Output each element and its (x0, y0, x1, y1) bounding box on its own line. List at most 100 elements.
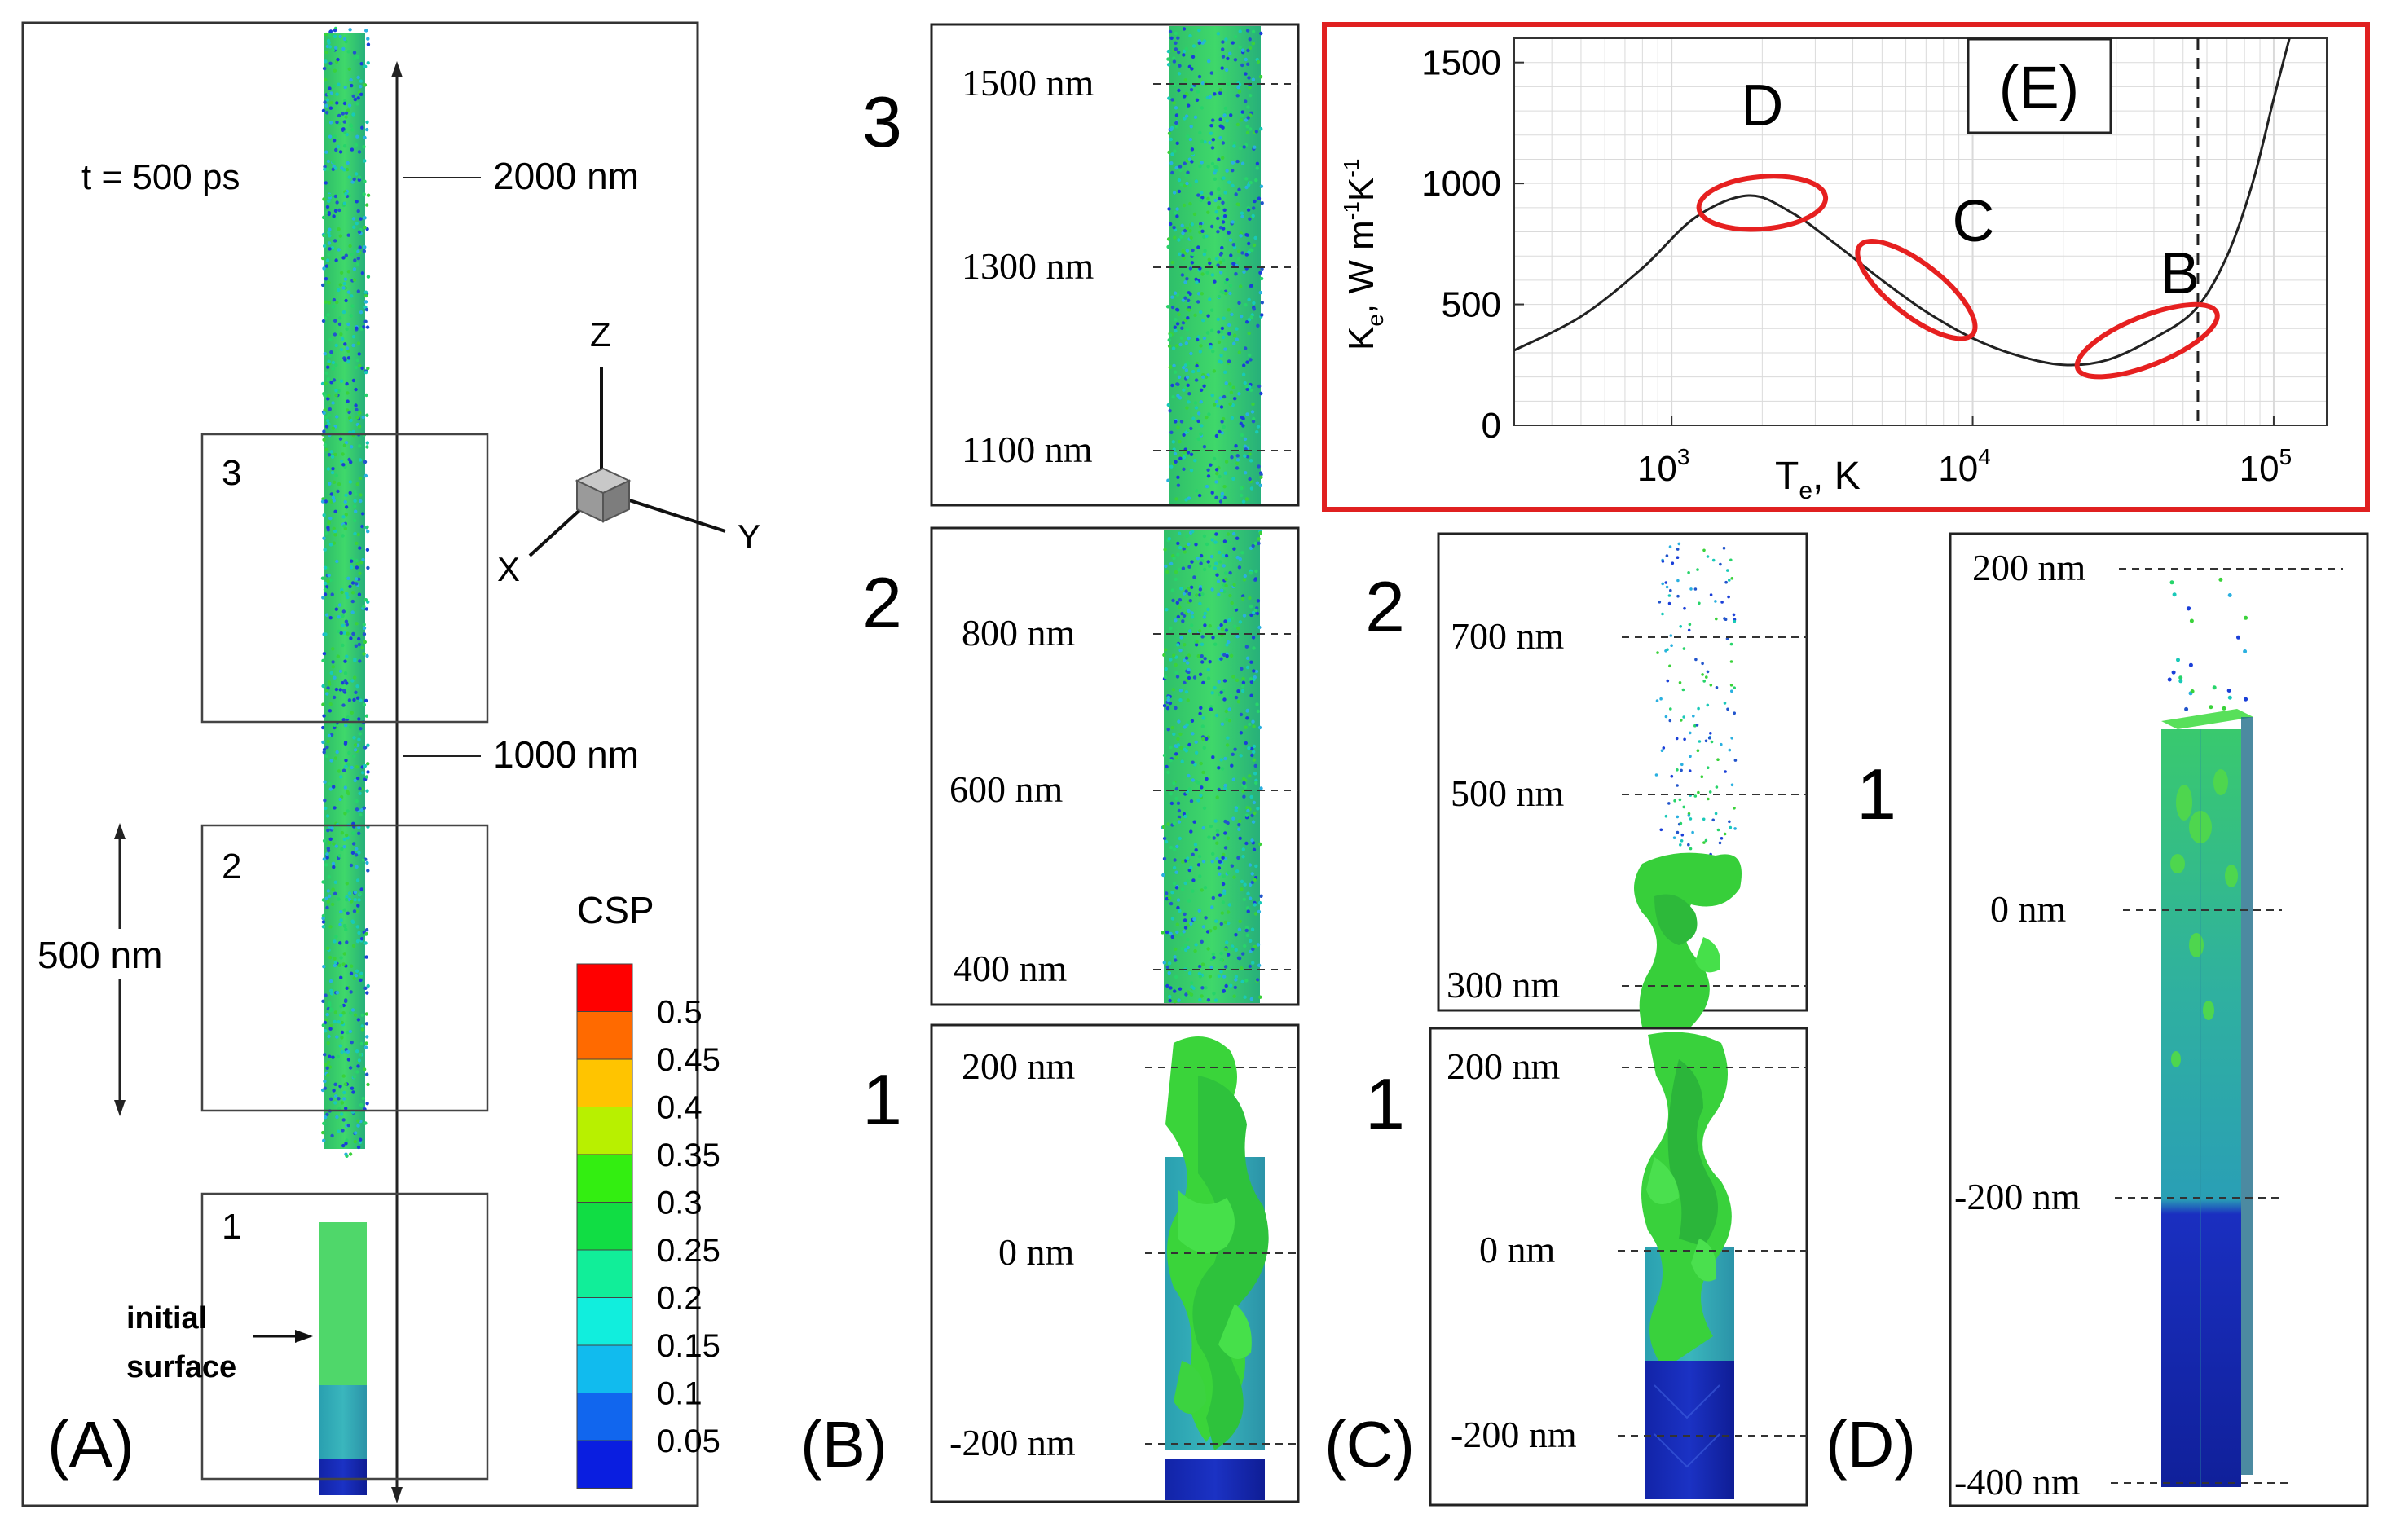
d-tick-minus400: -400 nm (1954, 1461, 2081, 1503)
scale-500-label: 500 nm (37, 934, 162, 976)
d-solid-column (2161, 709, 2253, 1487)
legend-title: CSP (577, 889, 654, 931)
chart-xlabel: Te, K (1775, 455, 1861, 504)
highlight-label-c: C (1952, 189, 1994, 254)
highlight-ellipse-b (2074, 301, 2220, 380)
x-tick-label: 103 (1637, 444, 1690, 489)
box-3-label: 3 (222, 453, 241, 493)
y-tick-label: 500 (1442, 285, 1501, 325)
colorbar-segment (576, 1058, 633, 1107)
panel-d: 200 nm 0 nm -200 nm -400 nm 1 (D) (1826, 532, 2369, 1507)
b3-tick-1500: 1500 nm (962, 62, 1094, 103)
colorbar-segment (576, 1202, 633, 1251)
b1-tick-200: 200 nm (962, 1045, 1076, 1087)
csp-colorbar (576, 963, 633, 1489)
b2-tick-600: 600 nm (949, 768, 1064, 810)
b2-tick-400: 400 nm (954, 948, 1068, 989)
b-window-2-number: 2 (862, 562, 902, 643)
initial-surface-label-1: initial (126, 1301, 207, 1335)
b3-tick-1300: 1300 nm (962, 245, 1094, 287)
b1-foam (1165, 1036, 1269, 1500)
colorbar-tick-label: 0.45 (657, 1042, 720, 1078)
d-window-number: 1 (1856, 754, 1896, 834)
c2-tick-300: 300 nm (1447, 964, 1561, 1005)
colorbar-tick-label: 0.15 (657, 1328, 720, 1364)
b3-atom-dots (1165, 27, 1265, 504)
b2-tick-800: 800 nm (962, 612, 1076, 653)
c-window-2-number: 2 (1365, 566, 1405, 647)
b3-column (1169, 26, 1261, 504)
colorbar-tick-label: 0.3 (657, 1186, 703, 1221)
colorbar-tick-label: 0.2 (657, 1281, 703, 1317)
box-1-label: 1 (222, 1207, 241, 1247)
colorbar-segment (576, 1440, 633, 1489)
colorbar-tick-label: 0.5 (657, 995, 703, 1031)
colorbar-tick-label: 0.4 (657, 1090, 703, 1126)
colorbar-segment (576, 1107, 633, 1155)
y-tick-label: 0 (1482, 406, 1501, 446)
c2-tick-700: 700 nm (1451, 615, 1565, 657)
initial-surface-label-2: surface (126, 1350, 236, 1384)
c-window-1-number: 1 (1365, 1063, 1405, 1144)
b1-tick-0: 0 nm (998, 1231, 1075, 1273)
d-tick-200: 200 nm (1972, 547, 2086, 588)
panel-a-box-1 (200, 1192, 489, 1481)
highlight-label-d: D (1741, 73, 1783, 139)
y-tick-label: 1000 (1421, 164, 1501, 204)
panel-a-box-3 (200, 433, 489, 724)
chart-title: (E) (1999, 54, 2080, 121)
x-tick-label: 105 (2240, 444, 2292, 489)
colorbar-tick-label: 0.1 (657, 1376, 703, 1412)
colorbar-segment (576, 1249, 633, 1298)
axis-x-label: X (497, 550, 520, 588)
c1-tick-0: 0 nm (1479, 1229, 1556, 1270)
y-tick-label: 1500 (1421, 43, 1501, 83)
scale-1000-label: 1000 nm (493, 733, 639, 776)
panel-c: 700 nm 500 nm 300 nm 200 nm 0 nm -200 nm… (1324, 532, 1808, 1507)
colorbar-segment (576, 963, 633, 1012)
chart-ticks: 0 500 1000 1500 103 104 105 (1421, 43, 2292, 489)
highlight-ellipse-d (1696, 174, 1829, 232)
highlight-ellipse-c (1855, 238, 1978, 341)
b1-tick-minus200: -200 nm (949, 1422, 1076, 1463)
c2-tick-500: 500 nm (1451, 772, 1565, 814)
panel-a-atom-dots (320, 26, 371, 1159)
b-window-3-number: 3 (862, 81, 902, 162)
panel-b: 1500 nm 1300 nm 1100 nm 800 nm 600 nm 40… (800, 23, 1300, 1503)
colorbar-segment (576, 1297, 633, 1346)
colorbar-segment (576, 1154, 633, 1203)
csp-colorbar-labels: 0.5 0.45 0.4 0.35 0.3 0.25 0.2 0.15 0.1 0.05 (657, 995, 720, 1460)
colorbar-segment (576, 1011, 633, 1060)
chart-highlights: D C B (1696, 73, 2220, 380)
b-window-1-number: 1 (862, 1059, 902, 1140)
colorbar-tick-label: 0.25 (657, 1233, 720, 1269)
c1-foam (1641, 1032, 1734, 1499)
axes-triad: Z X Y (497, 315, 760, 588)
x-tick-label: 104 (1938, 444, 1991, 489)
b3-tick-1100: 1100 nm (962, 429, 1093, 470)
colorbar-segment (576, 1393, 633, 1441)
colorbar-segment (576, 1344, 633, 1393)
highlight-label-b: B (2160, 241, 2200, 306)
b2-atom-dots (1160, 530, 1263, 1004)
colorbar-tick-label: 0.05 (657, 1423, 720, 1459)
panel-e-chart: 0 500 1000 1500 103 104 105 D C B (E) Te, K Ke, … (1322, 22, 2370, 512)
scale-2000-label: 2000 nm (493, 155, 639, 197)
d-tick-minus200: -200 nm (1954, 1176, 2081, 1217)
axis-z-label: Z (590, 315, 611, 354)
panel-a-box-2 (200, 824, 489, 1112)
panel-a-atom-column (324, 33, 365, 1149)
chart-title-box (1967, 37, 2112, 134)
chart-plot-area (1513, 37, 2328, 426)
panel-a: t = 500 ps 2000 nm 1000 nm 3 2 1 500 nm … (21, 21, 760, 1507)
panel-a-label: (A) (47, 1408, 134, 1481)
panel-d-label: (D) (1826, 1408, 1916, 1481)
d-tick-0: 0 nm (1990, 888, 2067, 930)
d-atom-dots (2167, 577, 2248, 711)
c1-tick-minus200: -200 nm (1451, 1414, 1577, 1455)
axis-y-label: Y (738, 517, 760, 556)
colorbar-tick-label: 0.35 (657, 1137, 720, 1173)
box-2-label: 2 (222, 847, 241, 887)
panel-b-label: (B) (800, 1408, 887, 1481)
